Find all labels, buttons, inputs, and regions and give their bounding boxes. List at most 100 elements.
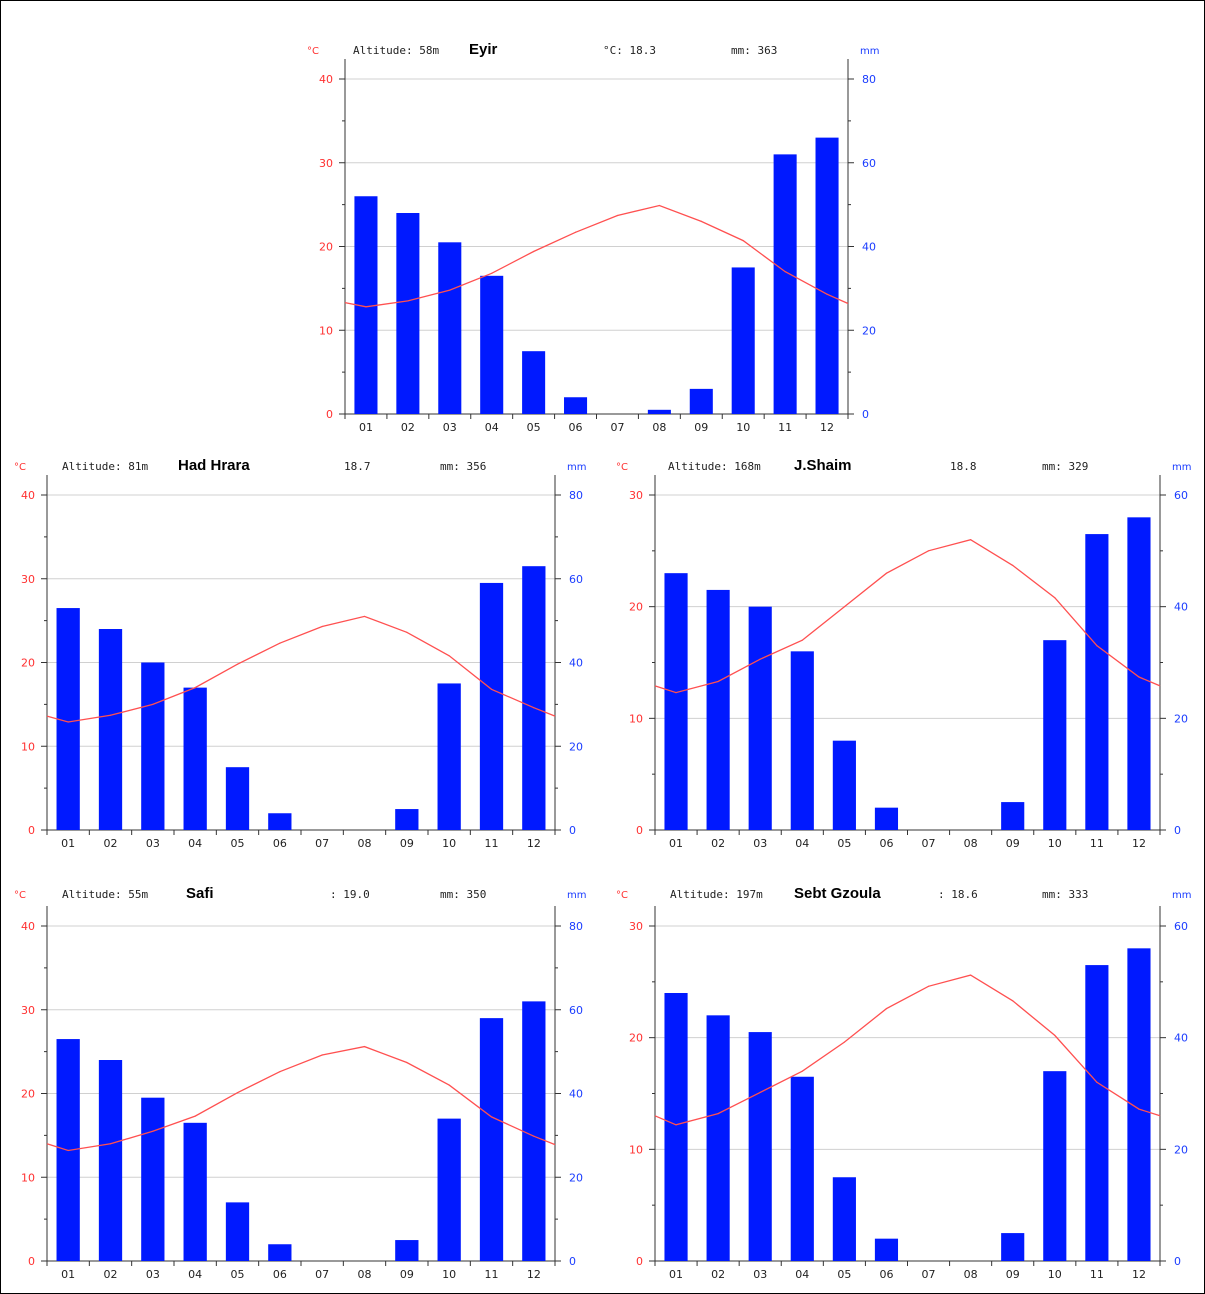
temperature-point	[152, 1130, 154, 1132]
right-tick-label: 60	[862, 157, 876, 170]
x-tick-label: 03	[146, 837, 160, 850]
left-tick-label: 10	[629, 712, 643, 725]
x-tick-label: 06	[879, 837, 893, 850]
right-axis-unit: mm	[1172, 462, 1191, 473]
x-tick-label: 09	[694, 421, 708, 434]
x-tick-label: 09	[1006, 1268, 1020, 1281]
right-tick-label: 60	[1174, 489, 1188, 502]
temperature-point	[970, 539, 972, 541]
precip-bar	[664, 993, 688, 1261]
precip-bar	[479, 582, 504, 830]
precip-bar	[815, 137, 839, 414]
temperature-point	[407, 300, 409, 302]
temperature-point	[109, 1143, 112, 1145]
right-tick-label: 60	[1174, 920, 1188, 933]
right-tick-label: 40	[1174, 1032, 1188, 1045]
x-tick-label: 10	[442, 837, 456, 850]
temperature-point	[533, 250, 535, 253]
precip-bar	[395, 809, 419, 830]
left-tick-label: 30	[319, 157, 333, 170]
x-tick-label: 09	[400, 837, 414, 850]
precip-bar	[1001, 1233, 1025, 1261]
precip-bar	[874, 807, 899, 830]
precip-bar	[395, 1240, 419, 1261]
climate-chart-eyir: Altitude: 58m Eyir °C: 18.3 mm: 363°C mm0102…	[307, 41, 879, 434]
precip-bar	[141, 662, 165, 830]
chart-altitude-label: Altitude: 197m	[670, 888, 763, 901]
temperature-point	[801, 639, 803, 641]
chart-precip-summary: mm: 350	[440, 888, 486, 901]
temperature-point	[1012, 1000, 1014, 1002]
temperature-point	[843, 1041, 845, 1043]
temperature-point	[363, 615, 366, 618]
precip-bar	[1085, 965, 1109, 1261]
x-tick-label: 10	[1048, 837, 1062, 850]
precip-bar	[1043, 1071, 1067, 1261]
temperature-point	[448, 1084, 450, 1086]
x-tick-label: 05	[837, 837, 851, 850]
x-tick-label: 08	[652, 421, 666, 434]
precip-bar	[1085, 534, 1109, 830]
left-tick-label: 30	[629, 920, 643, 933]
left-tick-label: 30	[21, 573, 35, 586]
right-tick-label: 0	[1174, 1255, 1181, 1268]
right-tick-label: 80	[862, 73, 876, 86]
chart-precip-summary: mm: 329	[1042, 460, 1088, 473]
temperature-point	[675, 1124, 677, 1126]
temperature-point	[449, 289, 451, 291]
left-tick-label: 10	[21, 1171, 35, 1184]
precip-bar	[225, 1202, 250, 1261]
x-tick-label: 12	[527, 1268, 541, 1281]
climate-chart-safi: Altitude: 55m Safi: 19.0 mm: 350°C mm010203…	[14, 885, 586, 1281]
right-axis-unit: mm	[567, 890, 586, 901]
x-tick-label: 06	[273, 837, 287, 850]
temperature-point	[236, 663, 239, 665]
temperature-point	[533, 1135, 535, 1137]
temperature-line	[344, 204, 849, 308]
temperature-point	[321, 1054, 323, 1056]
x-tick-label: 07	[315, 837, 329, 850]
x-tick-label: 01	[669, 1268, 683, 1281]
precip-bar	[790, 651, 814, 830]
chart-station: Eyir	[469, 41, 498, 58]
x-tick-label: 02	[711, 837, 725, 850]
x-tick-label: 04	[485, 421, 499, 434]
chart-precip-summary: mm: 333	[1042, 888, 1088, 901]
precip-bar	[268, 1244, 292, 1261]
left-tick-label: 30	[21, 1004, 35, 1017]
x-tick-label: 11	[485, 837, 499, 850]
temperature-point	[717, 1113, 719, 1115]
temperature-point	[675, 692, 677, 694]
left-tick-label: 10	[319, 324, 333, 337]
left-tick-label: 0	[636, 1255, 643, 1268]
temperature-point	[700, 220, 702, 222]
climate-chart-sebt-gzoula: Altitude: 197m Sebt Gzoula: 18.6 mm: 333 °C…	[616, 885, 1191, 1281]
x-tick-label: 02	[104, 1268, 118, 1281]
x-tick-label: 07	[922, 837, 936, 850]
temperature-point	[1138, 676, 1140, 678]
chart-station: J.Shaim	[794, 457, 852, 474]
precip-bar	[56, 608, 80, 830]
temperature-point	[1012, 564, 1014, 566]
temperature-point	[843, 606, 845, 608]
right-tick-label: 40	[862, 241, 876, 254]
chart-altitude-label: Altitude: 81m	[62, 460, 148, 473]
right-tick-label: 40	[1174, 601, 1188, 614]
left-axis-unit: °C	[14, 462, 26, 473]
x-tick-label: 12	[1132, 1268, 1146, 1281]
left-tick-label: 20	[629, 1032, 643, 1045]
precip-bar	[1127, 517, 1151, 830]
x-tick-label: 07	[315, 1268, 329, 1281]
left-tick-label: 20	[629, 601, 643, 614]
temperature-point	[152, 703, 154, 705]
temperature-point	[885, 1008, 888, 1010]
precip-bar	[790, 1076, 814, 1261]
temperature-line	[654, 974, 1161, 1126]
left-tick-label: 10	[21, 740, 35, 753]
right-tick-label: 0	[569, 824, 576, 837]
chart-temp-summary: °C: 18.3	[603, 44, 656, 57]
temperature-point	[406, 631, 408, 633]
x-tick-label: 02	[104, 837, 118, 850]
temperature-point	[717, 680, 719, 683]
right-tick-label: 20	[569, 740, 583, 753]
